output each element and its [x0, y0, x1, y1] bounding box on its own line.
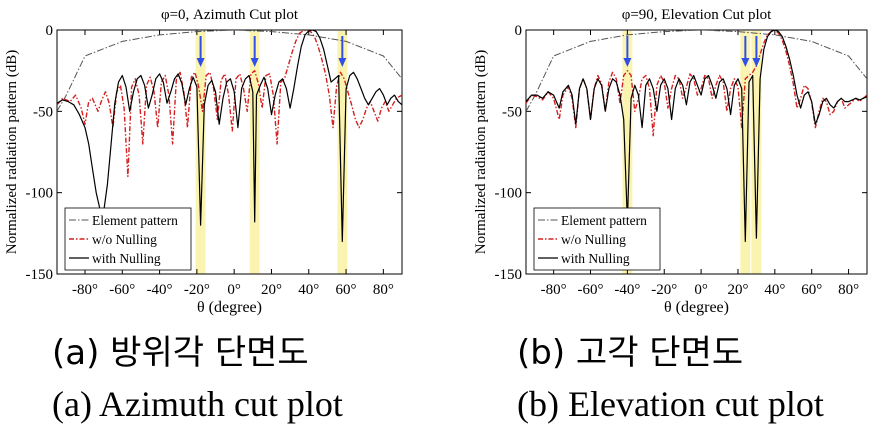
chart-title: φ=90, Elevation Cut plot [622, 7, 772, 23]
azimuth-cut-plot: -80° -60° -40° -20° 0° 20° 40° 60° 80° 0 -50 -100 -1… [4, 7, 403, 316]
null-highlight-band [195, 31, 206, 274]
x-tick-label: -80° [72, 282, 98, 298]
series-line-w-o-nulling [57, 30, 402, 178]
x-tick-label: 80° [373, 282, 394, 298]
x-tick-label: 0° [227, 282, 241, 298]
y-axis-label: Normalized radiation pattern (dB) [473, 50, 489, 255]
elevation-cut-plot: -80° -60° -40° -20° 0° 20° 40° 60° 80° 0 -50 -100 -1… [473, 7, 868, 316]
null-highlight-band [751, 31, 762, 274]
y-tick-label: 0 [46, 23, 54, 39]
x-tick-label: 40° [298, 282, 319, 298]
series-line-element-pattern [57, 30, 402, 112]
null-highlight-band [740, 31, 751, 274]
x-tick-label: 60° [801, 282, 822, 298]
y-tick-label: -50 [33, 104, 53, 120]
legend-label: w/o Nulling [561, 232, 626, 247]
x-tick-label: 40° [764, 282, 785, 298]
legend-label: with Nulling [561, 251, 630, 266]
caption-a-english: (a) Azimuth cut plot [52, 384, 343, 424]
null-arrow-head [623, 58, 632, 67]
legend-label: w/o Nulling [92, 232, 157, 247]
null-highlight-band [622, 31, 633, 274]
null-arrow-head [196, 58, 205, 67]
series-line-with-nulling [526, 30, 867, 243]
x-axis-label: θ (degree) [664, 299, 729, 316]
caption-b-korean: (b) 고각 단면도 [517, 333, 744, 373]
series-group [526, 30, 867, 243]
x-tick-label: -40° [614, 282, 640, 298]
chart-title: φ=0, Azimuth Cut plot [161, 7, 299, 23]
x-tick-label: -80° [541, 282, 567, 298]
series-group [57, 30, 402, 243]
x-tick-label: -60° [109, 282, 135, 298]
null-arrow-head [338, 58, 347, 67]
x-tick-label: 80° [838, 282, 859, 298]
legend-label: Element pattern [92, 213, 178, 228]
series-line-element-pattern [526, 30, 867, 112]
caption-a-korean: (a) 방위각 단면도 [52, 333, 309, 373]
x-tick-label: -20° [651, 282, 677, 298]
x-tick-label: -40° [147, 282, 173, 298]
null-arrow-head [741, 58, 750, 67]
y-tick-label: -150 [26, 267, 54, 283]
y-axis-label: Normalized radiation pattern (dB) [4, 50, 20, 255]
null-arrow-head [752, 58, 761, 67]
series-line-with-nulling [57, 30, 402, 243]
null-highlight-band [337, 31, 348, 274]
caption-b-english: (b) Elevation cut plot [517, 384, 824, 424]
y-tick-label: -150 [495, 267, 523, 283]
x-axis-label: θ (degree) [197, 299, 262, 316]
x-tick-label: 0° [694, 282, 708, 298]
legend-label: with Nulling [92, 251, 161, 266]
y-tick-label: -100 [495, 186, 523, 202]
y-tick-label: -50 [502, 104, 522, 120]
y-tick-label: -100 [26, 186, 54, 202]
x-tick-label: 60° [336, 282, 357, 298]
y-tick-label: 0 [515, 23, 523, 39]
legend-box [533, 207, 661, 271]
x-tick-label: 20° [261, 282, 282, 298]
null-arrow-head [250, 58, 259, 67]
null-highlight-band [249, 31, 260, 274]
x-tick-label: 20° [727, 282, 748, 298]
legend-label: Element pattern [561, 213, 647, 228]
x-tick-label: -20° [184, 282, 210, 298]
x-tick-label: -60° [578, 282, 604, 298]
legend-box [64, 207, 192, 271]
plot-frame [525, 29, 868, 275]
